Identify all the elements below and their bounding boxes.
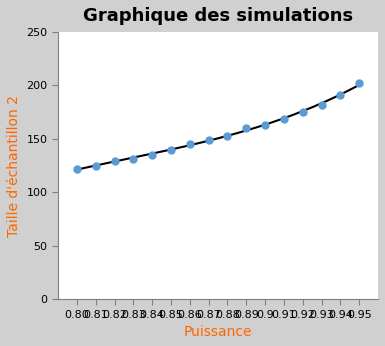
Title: Graphique des simulations: Graphique des simulations — [83, 7, 353, 25]
Y-axis label: Taille d'échantillon 2: Taille d'échantillon 2 — [7, 95, 21, 237]
X-axis label: Puissance: Puissance — [184, 325, 252, 339]
